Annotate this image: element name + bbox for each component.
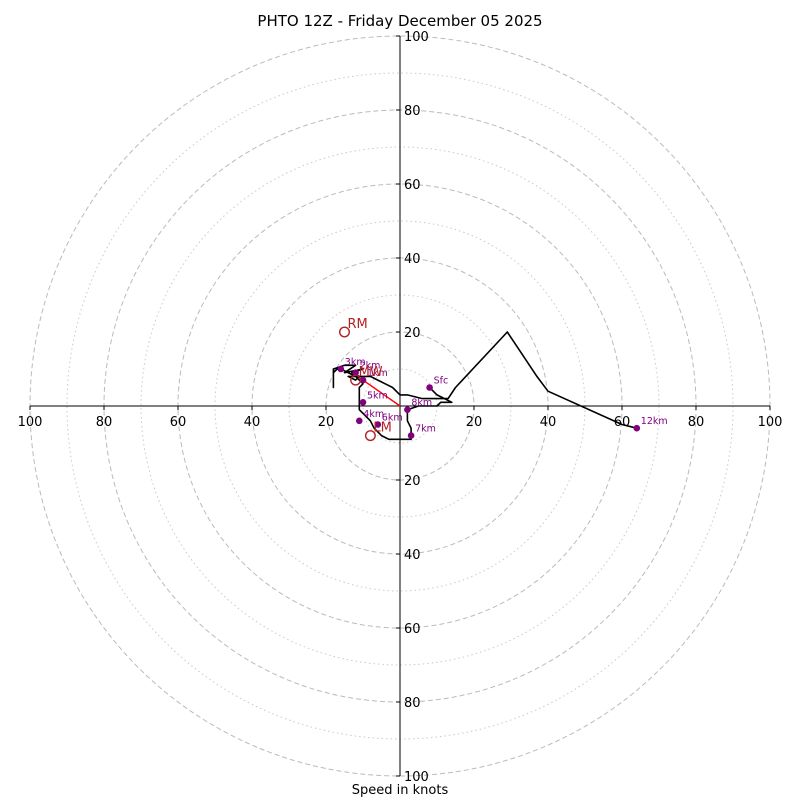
- storm-motion-point-LM: [364, 430, 376, 442]
- x-tick-label: 20: [466, 415, 483, 430]
- axes: 100 80 60 40 20 20 40 60 80 100100806040202040608…: [18, 30, 783, 785]
- x-tick-label: 80: [688, 415, 705, 430]
- height-label-6km: 6km: [382, 413, 403, 424]
- height-label-7km: 7km: [415, 424, 436, 435]
- height-point-3km: [337, 365, 345, 373]
- chart-title: PHTO 12Z - Friday December 05 2025: [257, 12, 543, 30]
- height-point-6km: [374, 421, 382, 428]
- x-tick-label: 100: [758, 415, 783, 430]
- y-tick-label: 40: [404, 548, 421, 563]
- y-tick-label: 100: [404, 770, 429, 785]
- height-label-Sfc: Sfc: [434, 376, 449, 387]
- x-tick-label: 60: [170, 415, 187, 430]
- storm-motion-label-LM: LM: [373, 421, 391, 436]
- storm-motion-point-MW: [350, 374, 362, 386]
- height-label-1km: 1km: [367, 368, 388, 379]
- storm-motion-markers: RM LM MW: [339, 317, 392, 442]
- height-label-2km: 2km: [360, 361, 381, 372]
- height-point-12km: [633, 424, 641, 432]
- height-label-3km: 3km: [345, 357, 366, 368]
- y-tick-label: 40: [404, 252, 421, 267]
- y-tick-label: 100: [404, 30, 429, 45]
- x-tick-label: 20: [318, 415, 335, 430]
- y-tick-label: 80: [404, 696, 421, 711]
- height-point-5km: [359, 399, 367, 406]
- height-label-8km: 8km: [411, 398, 432, 409]
- height-point-8km: [404, 406, 411, 414]
- storm-motion-point-RM: [339, 326, 351, 338]
- height-point-4km: [356, 417, 363, 425]
- x-tick-label: 80: [96, 415, 113, 430]
- height-label-4km: 4km: [363, 409, 384, 420]
- y-tick-label: 80: [404, 104, 421, 119]
- x-tick-label: 40: [540, 415, 557, 430]
- height-point-1km: [359, 376, 367, 384]
- shear-vector: [362, 379, 401, 407]
- x-tick-label: 40: [244, 415, 261, 430]
- x-tick-label: 100: [18, 415, 43, 430]
- y-tick-label: 20: [404, 326, 421, 341]
- height-point-7km: [407, 432, 415, 439]
- x-axis-label: Speed in knots: [351, 783, 449, 798]
- height-point-Sfc: [426, 384, 433, 391]
- storm-motion-label-MW: MW: [359, 365, 383, 380]
- height-point-2km: [352, 369, 359, 377]
- height-label-5km: 5km: [367, 390, 388, 401]
- height-label-12km: 12km: [641, 416, 668, 427]
- y-tick-label: 60: [404, 178, 421, 193]
- y-tick-label: 20: [404, 474, 421, 489]
- y-tick-label: 60: [404, 622, 421, 637]
- storm-motion-label-RM: RM: [348, 317, 368, 332]
